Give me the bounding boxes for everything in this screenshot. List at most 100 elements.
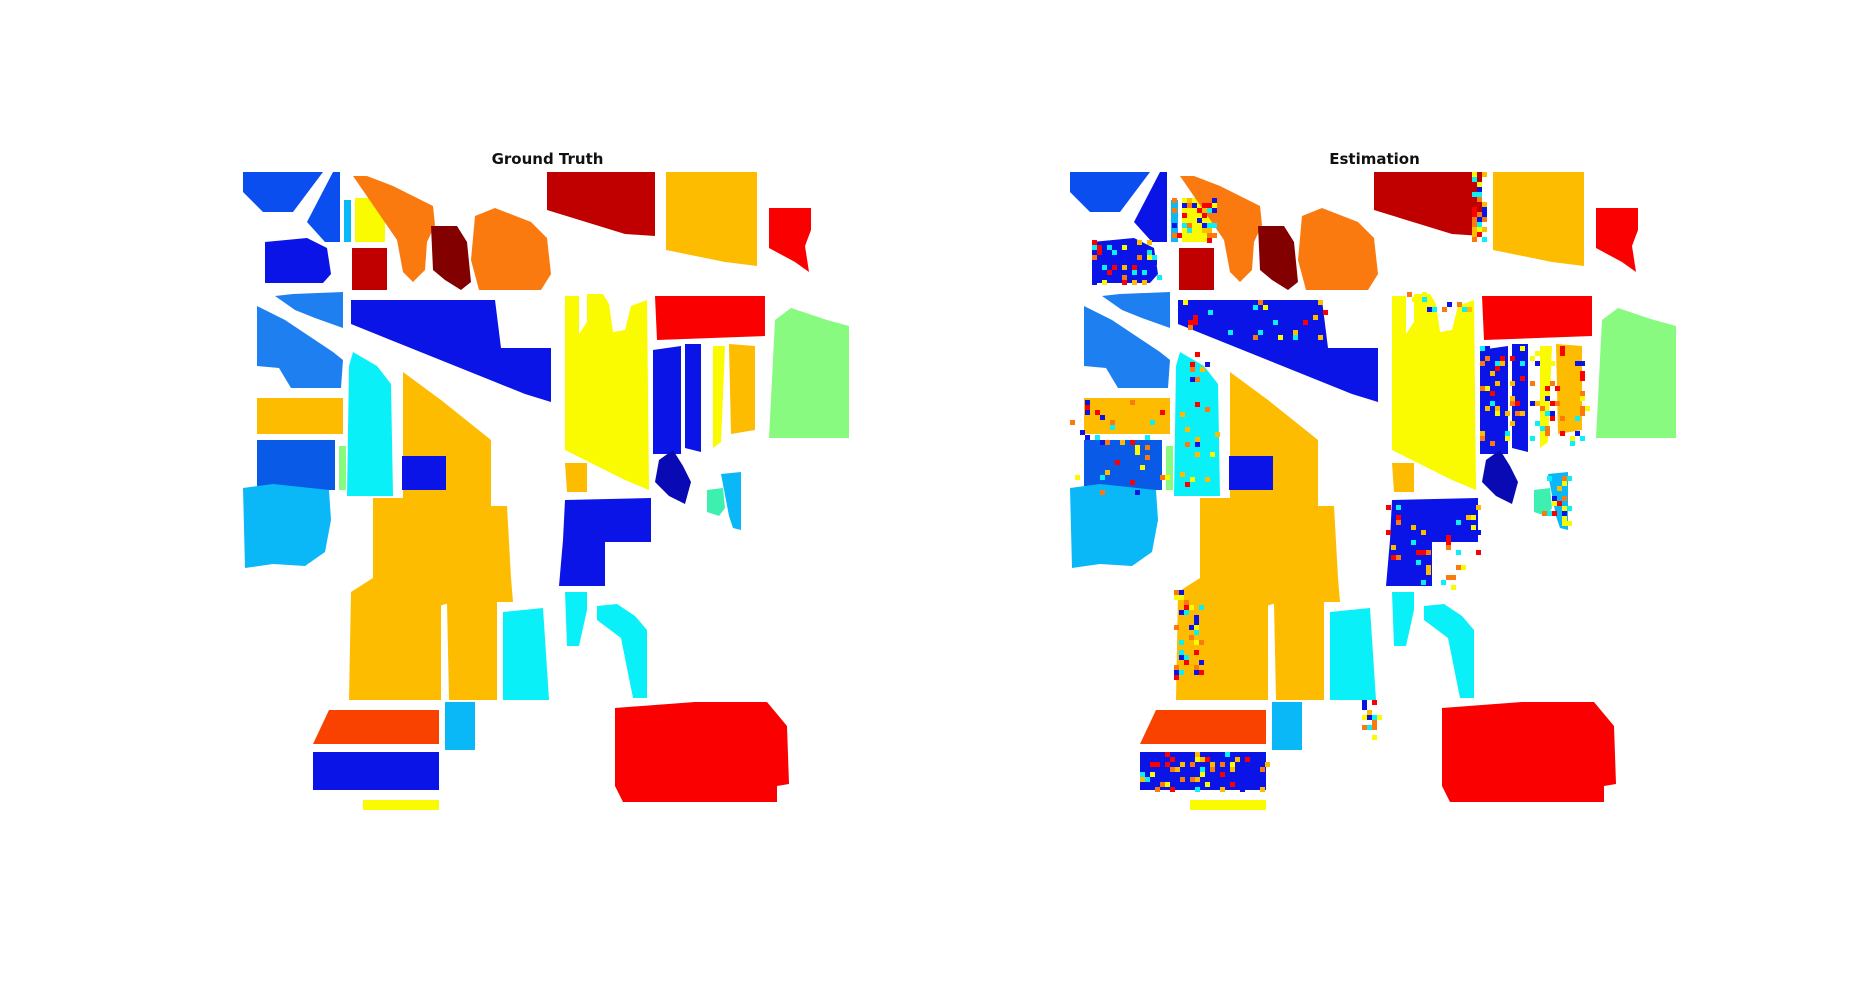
misclassified-pixel: [1160, 782, 1165, 787]
misclassified-pixel: [1199, 605, 1204, 610]
misclassified-pixel: [1472, 207, 1477, 212]
field-region: [347, 352, 393, 496]
field-region: [655, 450, 691, 504]
field-region: [769, 208, 811, 272]
misclassified-pixel: [1130, 400, 1135, 405]
misclassified-pixel: [1152, 260, 1157, 265]
misclassified-pixel: [1100, 490, 1105, 495]
misclassified-pixel: [1472, 212, 1477, 217]
misclassified-pixel: [1580, 371, 1585, 376]
field-region: [1070, 172, 1150, 212]
misclassified-pixel: [1207, 228, 1212, 233]
misclassified-pixel: [1482, 172, 1487, 177]
misclassified-pixel: [1253, 305, 1258, 310]
misclassified-pixel: [1562, 476, 1567, 481]
misclassified-pixel: [1318, 335, 1323, 340]
misclassified-pixel: [1100, 475, 1105, 480]
field-region: [1392, 463, 1414, 492]
misclassified-pixel: [1194, 640, 1199, 645]
field-region: [471, 208, 551, 290]
misclassified-pixel: [1220, 762, 1225, 767]
misclassified-pixel: [1172, 223, 1177, 228]
misclassified-pixel: [1260, 767, 1265, 772]
misclassified-pixel: [1421, 550, 1426, 555]
misclassified-pixel: [1085, 405, 1090, 410]
misclassified-pixel: [1480, 346, 1485, 351]
misclassified-pixel: [1185, 372, 1190, 377]
misclassified-pixel: [1145, 455, 1150, 460]
misclassified-pixel: [1200, 367, 1205, 372]
misclassified-pixel: [1477, 227, 1482, 232]
misclassified-pixel: [1140, 777, 1145, 782]
field-region: [729, 344, 755, 434]
misclassified-pixel: [1200, 402, 1205, 407]
misclassified-pixel: [1100, 415, 1105, 420]
misclassified-pixel: [1362, 700, 1367, 705]
misclassified-pixel: [1192, 203, 1197, 208]
misclassified-pixel: [1426, 535, 1431, 540]
misclassified-pixel: [1205, 772, 1210, 777]
misclassified-pixel: [1189, 635, 1194, 640]
misclassified-pixel: [1175, 767, 1180, 772]
misclassified-pixel: [1150, 762, 1155, 767]
misclassified-pixel: [1530, 381, 1535, 386]
misclassified-pixel: [1205, 782, 1210, 787]
misclassified-pixel: [1451, 575, 1456, 580]
misclassified-pixel: [1500, 361, 1505, 366]
misclassified-pixel: [1372, 700, 1377, 705]
misclassified-pixel: [1555, 401, 1560, 406]
field-region: [1330, 608, 1376, 700]
misclassified-pixel: [1190, 762, 1195, 767]
misclassified-pixel: [1472, 177, 1477, 182]
misclassified-pixel: [1140, 772, 1145, 777]
misclassified-pixel: [1194, 670, 1199, 675]
misclassified-pixel: [1212, 198, 1217, 203]
misclassified-pixel: [1372, 725, 1377, 730]
field-region: [1166, 446, 1173, 490]
misclassified-pixel: [1530, 356, 1535, 361]
field-region: [1424, 604, 1474, 698]
misclassified-pixel: [1195, 482, 1200, 487]
misclassified-pixel: [1535, 421, 1540, 426]
misclassified-pixel: [1085, 410, 1090, 415]
misclassified-pixel: [1362, 725, 1367, 730]
misclassified-pixel: [1530, 436, 1535, 441]
misclassified-pixel: [1147, 250, 1152, 255]
misclassified-pixel: [1482, 237, 1487, 242]
misclassified-pixel: [1199, 660, 1204, 665]
misclassified-pixel: [1193, 320, 1198, 325]
misclassified-pixel: [1585, 406, 1590, 411]
misclassified-pixel: [1182, 213, 1187, 218]
misclassified-pixel: [1456, 520, 1461, 525]
misclassified-pixel: [1205, 477, 1210, 482]
panel-title-ground-truth: Ground Truth: [491, 150, 604, 168]
field-region: [653, 346, 681, 454]
misclassified-pixel: [1212, 233, 1217, 238]
misclassified-pixel: [1184, 600, 1189, 605]
misclassified-pixel: [1115, 460, 1120, 465]
misclassified-pixel: [1412, 297, 1417, 302]
misclassified-pixel: [1195, 752, 1200, 757]
misclassified-pixel: [1165, 782, 1170, 787]
misclassified-pixel: [1190, 477, 1195, 482]
misclassified-pixel: [1557, 486, 1562, 491]
misclassified-pixel: [1476, 505, 1481, 510]
misclassified-pixel: [1132, 265, 1137, 270]
misclassified-pixel: [1095, 435, 1100, 440]
field-region: [1102, 292, 1170, 328]
misclassified-pixel: [1194, 635, 1199, 640]
misclassified-pixel: [1477, 192, 1482, 197]
misclassified-pixel: [1278, 335, 1283, 340]
field-region: [1482, 296, 1592, 340]
misclassified-pixel: [1456, 565, 1461, 570]
misclassified-pixel: [1467, 307, 1472, 312]
misclassified-pixel: [1477, 222, 1482, 227]
misclassified-pixel: [1535, 401, 1540, 406]
estimation-map: [1070, 172, 1676, 810]
misclassified-pixel: [1197, 213, 1202, 218]
misclassified-pixel: [1462, 307, 1467, 312]
misclassified-pixel: [1477, 232, 1482, 237]
misclassified-pixel: [1396, 555, 1401, 560]
field-region: [1392, 294, 1476, 490]
misclassified-pixel: [1215, 432, 1220, 437]
